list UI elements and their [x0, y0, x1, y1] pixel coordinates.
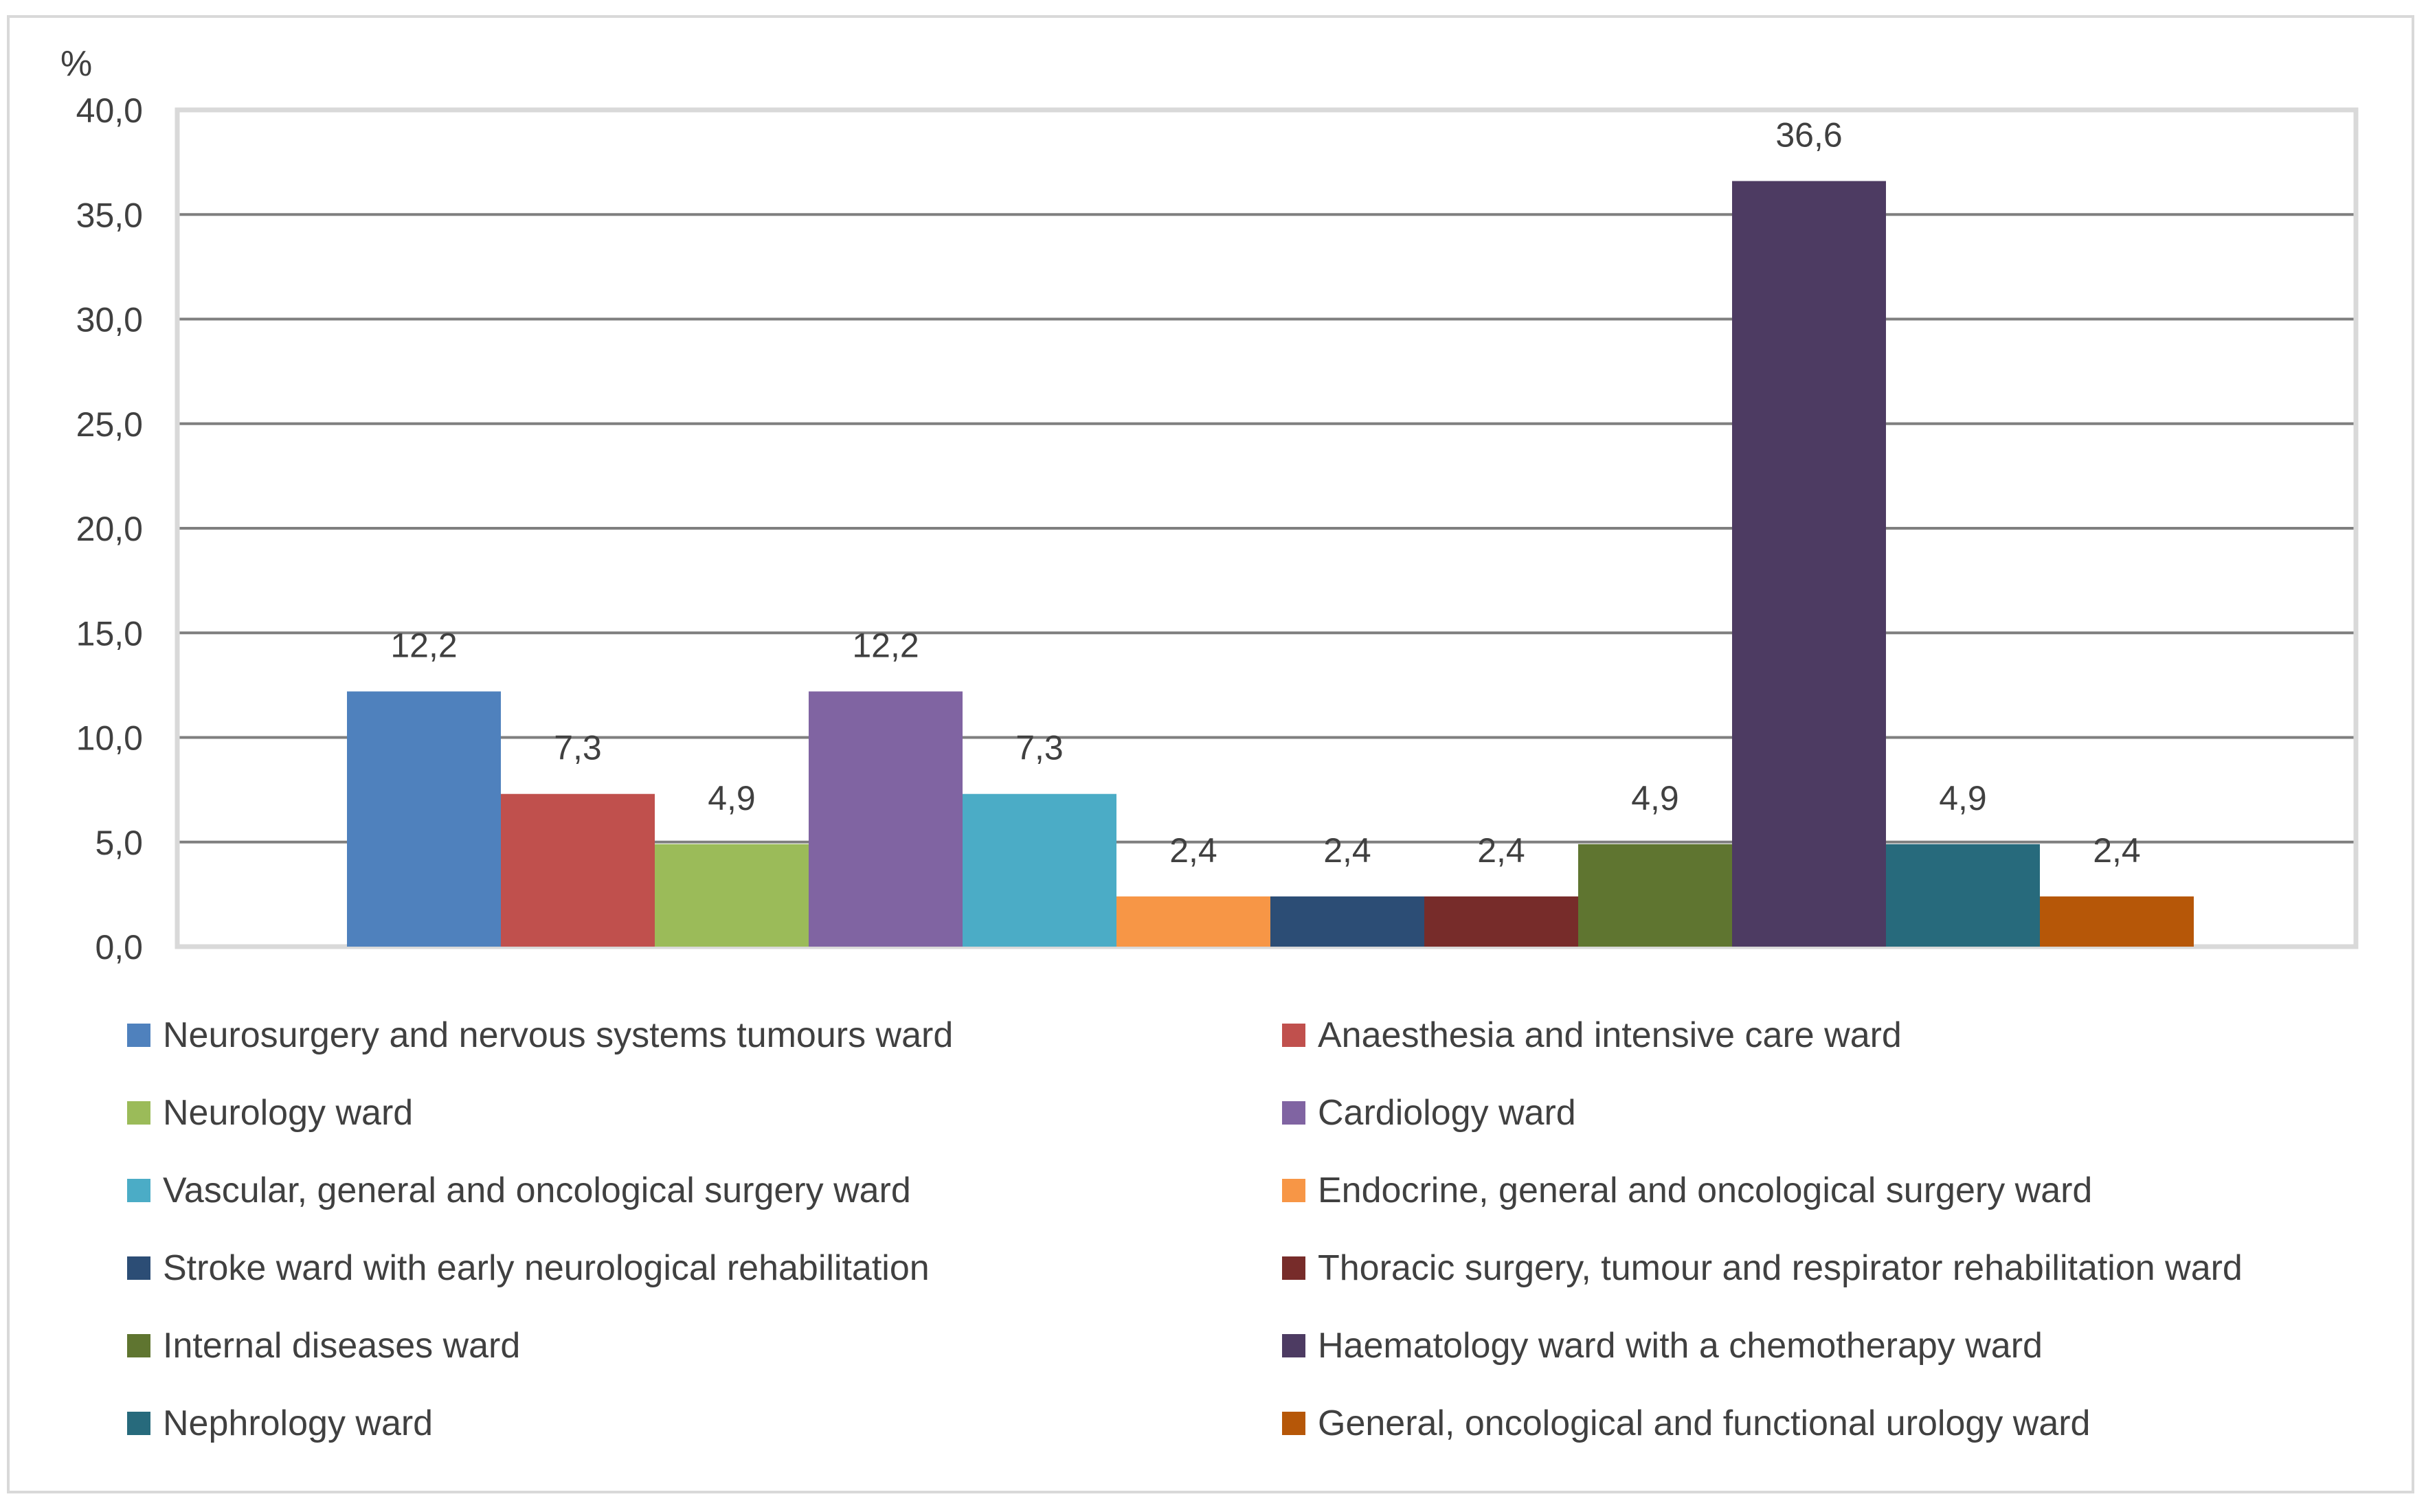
- y-tick-label: 25,0: [76, 405, 143, 444]
- data-label: 4,9: [1631, 779, 1679, 817]
- bar: [1116, 896, 1270, 947]
- legend-swatch: [1282, 1256, 1305, 1280]
- legend-label: Stroke ward with early neurological reha…: [163, 1248, 930, 1288]
- legend-swatch: [127, 1334, 150, 1357]
- legend-label: Haematology ward with a chemotherapy war…: [1318, 1326, 2043, 1366]
- legend: Neurosurgery and nervous systems tumours…: [127, 1015, 2243, 1443]
- bar: [501, 793, 655, 947]
- legend-label: General, oncological and functional urol…: [1318, 1403, 2090, 1443]
- legend-item: Neurology ward: [127, 1093, 413, 1133]
- y-tick-label: 10,0: [76, 719, 143, 758]
- y-tick-label: 20,0: [76, 510, 143, 548]
- data-label: 12,2: [852, 627, 919, 665]
- legend-swatch: [127, 1256, 150, 1280]
- data-label: 2,4: [1169, 831, 1217, 870]
- y-axis-ticks: 0,0 5,0 10,0 15,0 20,0 25,0 30,0 35,0 40,0: [76, 91, 143, 967]
- data-label: 7,3: [1015, 729, 1064, 767]
- legend-item: Stroke ward with early neurological reha…: [127, 1248, 930, 1288]
- legend-swatch: [1282, 1179, 1305, 1202]
- bar: [347, 691, 501, 947]
- bar: [1424, 896, 1578, 947]
- legend-swatch: [127, 1179, 150, 1202]
- legend-item: Internal diseases ward: [127, 1326, 520, 1366]
- bar: [655, 844, 809, 947]
- legend-item: Endocrine, general and oncological surge…: [1282, 1171, 2092, 1210]
- data-label: 4,9: [708, 779, 756, 817]
- bar: [1886, 844, 2040, 947]
- data-label: 2,4: [1323, 831, 1371, 870]
- legend-item: General, oncological and functional urol…: [1282, 1403, 2090, 1443]
- data-label: 7,3: [554, 729, 602, 767]
- legend-swatch: [127, 1024, 150, 1047]
- legend-label: Neurology ward: [163, 1093, 413, 1133]
- bar: [1578, 844, 1732, 947]
- legend-swatch: [1282, 1101, 1305, 1125]
- bar: [963, 793, 1116, 947]
- bar: [809, 691, 963, 947]
- y-tick-label: 35,0: [76, 196, 143, 234]
- legend-item: Cardiology ward: [1282, 1093, 1576, 1133]
- legend-item: Haematology ward with a chemotherapy war…: [1282, 1326, 2043, 1366]
- legend-label: Internal diseases ward: [163, 1326, 520, 1366]
- y-tick-label: 30,0: [76, 301, 143, 339]
- legend-label: Neurosurgery and nervous systems tumours…: [163, 1015, 953, 1055]
- legend-item: Anaesthesia and intensive care ward: [1282, 1015, 1902, 1055]
- legend-label: Nephrology ward: [163, 1403, 433, 1443]
- legend-item: Nephrology ward: [127, 1403, 433, 1443]
- legend-swatch: [1282, 1024, 1305, 1047]
- legend-swatch: [1282, 1412, 1305, 1435]
- data-label: 2,4: [1477, 831, 1525, 870]
- data-label: 4,9: [1939, 779, 1987, 817]
- data-label: 2,4: [2093, 831, 2141, 870]
- legend-swatch: [127, 1101, 150, 1125]
- bar: [1732, 181, 1886, 947]
- bars: [347, 181, 2194, 947]
- legend-label: Endocrine, general and oncological surge…: [1318, 1171, 2092, 1210]
- legend-label: Vascular, general and oncological surger…: [163, 1171, 911, 1210]
- y-tick-label: 0,0: [95, 928, 143, 967]
- data-label: 36,6: [1775, 116, 1842, 155]
- y-tick-label: 15,0: [76, 614, 143, 653]
- legend-item: Neurosurgery and nervous systems tumours…: [127, 1015, 953, 1055]
- legend-swatch: [127, 1412, 150, 1435]
- legend-item: Vascular, general and oncological surger…: [127, 1171, 911, 1210]
- y-tick-label: 5,0: [95, 824, 143, 862]
- data-label: 12,2: [390, 627, 457, 665]
- bar: [2040, 896, 2194, 947]
- legend-label: Cardiology ward: [1318, 1093, 1576, 1133]
- data-labels: 12,2 7,3 4,9 12,2 7,3 2,4 2,4 2,4 4,9 36,6 4,9 2,4: [390, 116, 2140, 870]
- legend-swatch: [1282, 1334, 1305, 1357]
- y-tick-label: 40,0: [76, 91, 143, 130]
- legend-label: Thoracic surgery, tumour and respirator …: [1318, 1248, 2243, 1288]
- legend-item: Thoracic surgery, tumour and respirator …: [1282, 1248, 2243, 1288]
- legend-label: Anaesthesia and intensive care ward: [1318, 1015, 1902, 1055]
- bar: [1270, 896, 1424, 947]
- y-axis-unit-label: %: [60, 44, 92, 84]
